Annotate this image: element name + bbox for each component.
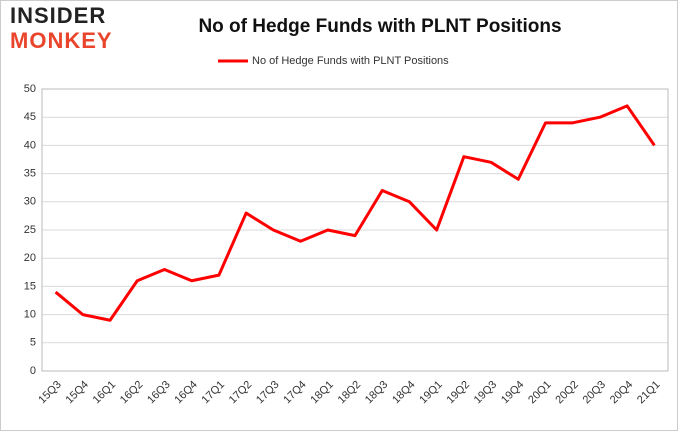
logo-bottom: MONKEY [10, 28, 113, 53]
legend-label: No of Hedge Funds with PLNT Positions [252, 55, 449, 67]
y-tick-label: 10 [24, 309, 36, 321]
logo-top: INSIDER [10, 3, 106, 28]
y-tick-label: 20 [24, 252, 36, 264]
y-tick-label: 45 [24, 111, 36, 123]
y-tick-label: 5 [30, 337, 36, 349]
y-tick-label: 15 [24, 280, 36, 292]
line-series [54, 104, 656, 322]
y-tick-label: 30 [24, 196, 36, 208]
chart-title: No of Hedge Funds with PLNT Positions [198, 16, 561, 37]
y-tick-label: 40 [24, 139, 36, 151]
y-tick-label: 35 [24, 168, 36, 180]
y-tick-label: 50 [24, 83, 36, 95]
plot-border [41, 88, 669, 372]
y-tick-label: 25 [24, 224, 36, 236]
y-tick-label: 0 [30, 365, 36, 377]
